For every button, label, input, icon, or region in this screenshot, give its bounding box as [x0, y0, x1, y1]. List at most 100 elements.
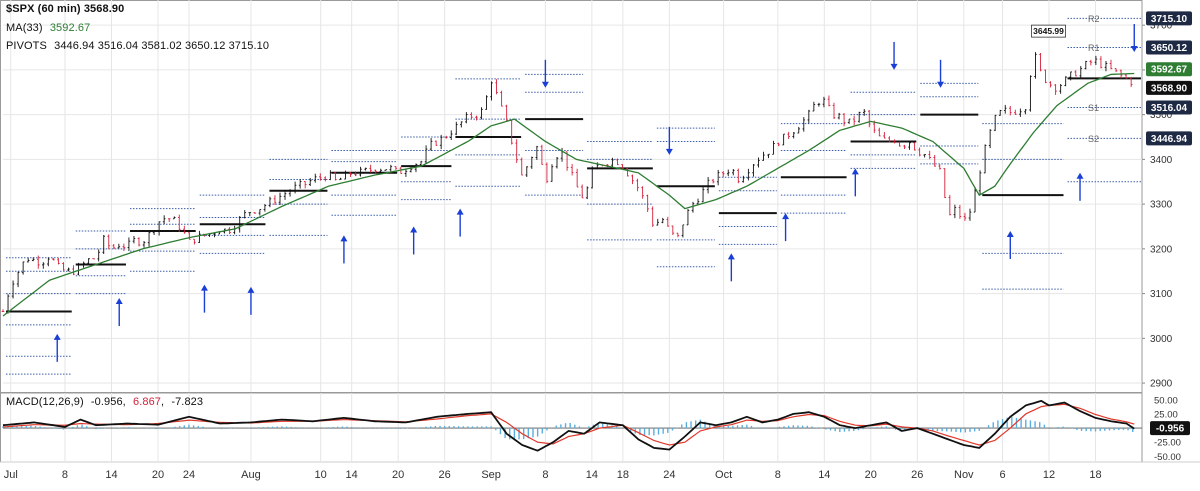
candle [238, 216, 242, 233]
candle [480, 107, 483, 120]
price-axis-tick-label: 3000 [1150, 334, 1173, 345]
candle [923, 154, 926, 158]
time-axis-tick-label: 20 [392, 469, 404, 481]
candle [172, 216, 176, 220]
candle [21, 261, 25, 275]
arrow-head [937, 81, 945, 88]
pivot-value-tag: 3650.12 [1146, 40, 1192, 55]
time-axis-tick-label: 24 [663, 469, 675, 481]
time-axis-tick-label: 20 [152, 469, 164, 481]
candle [344, 170, 347, 180]
price-panel-frame [0, 0, 1143, 393]
candle [31, 257, 35, 262]
legend-pivots-label: PIVOTS [6, 40, 47, 52]
candle [1079, 66, 1083, 78]
candle [701, 186, 705, 203]
candle [157, 221, 161, 236]
arrow-head [1076, 172, 1084, 179]
candle [978, 170, 982, 195]
legend-ma-value: 3592.67 [49, 22, 91, 34]
macd-line [2, 399, 1135, 452]
candle [379, 168, 383, 174]
legend-symbol: $SPX (60 min) [6, 3, 81, 15]
candle [92, 258, 95, 260]
arrow-head [890, 63, 898, 70]
time-axis-tick-label: 8 [62, 469, 68, 481]
candle [26, 257, 30, 263]
candle [867, 110, 871, 128]
candle [792, 132, 796, 139]
candle [167, 218, 171, 222]
candle [1074, 70, 1078, 77]
candle [97, 249, 100, 262]
candle [555, 156, 559, 169]
legend-ma-label: MA(33) [6, 22, 43, 34]
up-arrow-icon [410, 226, 418, 255]
axis-tag-text: 3516.04 [1151, 103, 1188, 114]
candle [1064, 76, 1067, 87]
candle [213, 232, 216, 238]
macd-axis-tick-label: -50.00 [1154, 452, 1181, 463]
axis-tag-text: 3715.10 [1151, 14, 1188, 25]
candle [490, 81, 493, 101]
candle [686, 209, 690, 226]
candles [1, 52, 1133, 314]
candle [1099, 56, 1103, 69]
axis-tag-box [1150, 421, 1190, 436]
price-gridlines [3, 24, 1142, 384]
arrow-head [782, 213, 790, 220]
candle [1129, 76, 1133, 88]
candle [762, 151, 765, 161]
candle [716, 169, 720, 186]
candle [1049, 81, 1052, 88]
legend-macd-signal: 6.867 [132, 396, 162, 408]
candle [676, 232, 680, 238]
candle [691, 201, 695, 213]
axis-tag-text: 3650.12 [1151, 43, 1188, 54]
candle [706, 177, 710, 194]
axis-tag-text: -0.956 [1156, 424, 1185, 435]
candle [72, 265, 75, 276]
candle [913, 142, 916, 151]
time-axis-tick-label: Sep [481, 469, 501, 481]
pivot-levels [6, 17, 1141, 375]
arrow-head [1006, 230, 1014, 237]
candle [389, 164, 393, 172]
candle [898, 141, 901, 147]
candle [364, 167, 367, 171]
candle [162, 215, 166, 225]
candle [968, 208, 972, 221]
candle [324, 176, 327, 182]
candle [933, 154, 937, 167]
candle [258, 209, 262, 216]
candle [883, 131, 886, 139]
candle [797, 126, 801, 134]
up-arrow-icon [1006, 230, 1014, 259]
axis-value-tags: 3715.10 3650.12 3592.67 3568.90 3516.04 3446.… [1146, 11, 1192, 146]
candle [1014, 109, 1017, 115]
candle [812, 101, 816, 112]
candle [545, 162, 549, 184]
candle [847, 118, 851, 124]
annotation-text: 3645.99 [1033, 26, 1064, 36]
candle [530, 156, 534, 169]
arrow-head [665, 148, 673, 155]
time-axis-tick-label: 8 [542, 469, 548, 481]
candle [1104, 60, 1108, 72]
down-arrow-icon [1130, 24, 1138, 53]
pivot-value-tag: 3446.94 [1146, 131, 1192, 146]
candle [253, 212, 257, 214]
candle [787, 131, 790, 139]
price-axis-tick-label: 3500 [1150, 110, 1173, 121]
time-axis-tick-label: 24 [183, 469, 195, 481]
candle [852, 115, 856, 126]
candle [1114, 68, 1118, 73]
candle [731, 169, 735, 176]
candle [87, 258, 90, 265]
candle [82, 261, 85, 268]
candle [465, 112, 468, 124]
candle [41, 262, 45, 269]
time-axis-tick-label: Nov [954, 469, 974, 481]
candle [570, 164, 574, 176]
candle [475, 115, 478, 121]
